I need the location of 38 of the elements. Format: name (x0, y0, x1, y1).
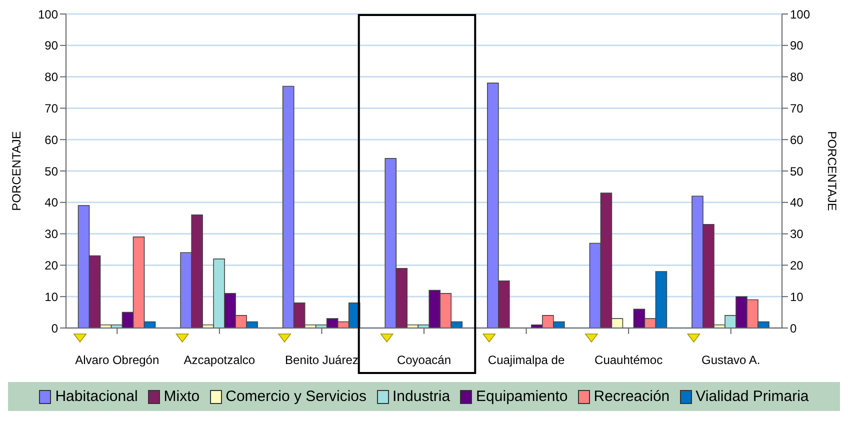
x-tick-label: Benito Juárez (285, 353, 358, 367)
legend-label: Industria (392, 388, 450, 405)
y2-tick-label: 70 (790, 101, 804, 116)
y2-tick-label: 80 (790, 70, 804, 84)
y-tick-label: 80 (44, 70, 58, 84)
y-tick-label: 60 (44, 132, 58, 147)
y2-tick-label: 10 (790, 290, 804, 304)
x-tick-label: Azcapotzalco (184, 353, 256, 367)
y-tick-label: 20 (44, 258, 58, 272)
y2-tick-label: 100 (790, 7, 810, 22)
y-tick-label: 0 (51, 321, 58, 336)
x-tick-label: Coyoacán (396, 353, 452, 367)
legend-label: Recreación (594, 388, 670, 405)
y-tick-label: 70 (44, 101, 58, 116)
x-tick-label: Gustavo A. (702, 353, 760, 367)
y2-axis-title: PORCENTAJE (824, 131, 839, 211)
y-tick-label: 100 (38, 7, 58, 22)
y2-tick-label: 40 (790, 196, 804, 210)
y-axis-title: PORCENTAJE (9, 131, 24, 211)
y-tick-label: 40 (44, 196, 58, 210)
x-tick-label: Cuajimalpa de (488, 353, 565, 367)
y2-tick-label: 60 (790, 132, 804, 147)
y2-tick-label: 90 (790, 38, 804, 53)
legend-label: Habitacional (55, 388, 138, 405)
y-tick-label: 50 (44, 164, 58, 178)
x-tick-label: Cuauhtémoc (594, 353, 663, 367)
y-tick-label: 30 (44, 227, 58, 242)
y2-tick-label: 30 (790, 227, 804, 242)
legend-label: Mixto (164, 388, 200, 405)
legend-label: Equipamiento (476, 388, 568, 405)
legend-label: Comercio y Servicios (226, 388, 366, 405)
y2-tick-label: 50 (790, 164, 804, 178)
x-tick-label: Alvaro Obregón (75, 353, 160, 367)
y-tick-label: 10 (44, 290, 58, 304)
legend-label: Vialidad Primaria (696, 388, 809, 405)
y-tick-label: 90 (44, 38, 58, 53)
y2-tick-label: 20 (790, 258, 804, 272)
y2-tick-label: 0 (790, 321, 797, 336)
